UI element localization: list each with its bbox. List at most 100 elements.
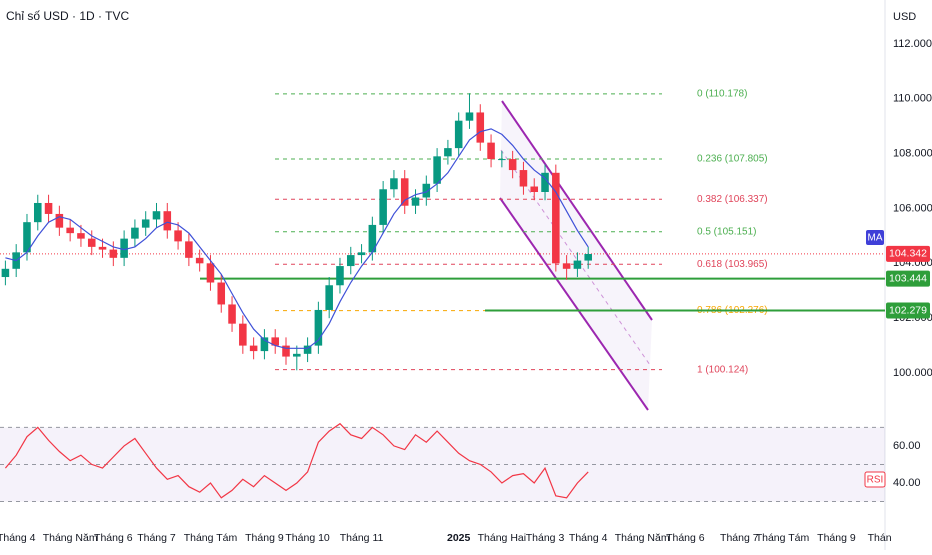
x-tick-label: Tháng 4 [0, 532, 36, 544]
candle-body [433, 156, 441, 184]
candle-body [152, 211, 161, 220]
candle-body [195, 257, 204, 264]
y-tick-label: 106.000 [893, 202, 932, 214]
candle-body [120, 238, 128, 258]
candle-body [422, 183, 431, 198]
x-tick-label: Tháng 9 [245, 532, 284, 544]
x-tick-label: Thán [868, 532, 892, 544]
rsi-tag [864, 471, 886, 488]
rsi-line [4, 422, 589, 499]
candle-body [98, 246, 107, 250]
candle-body [141, 219, 150, 228]
candle-body [530, 186, 539, 193]
candle-body [1, 268, 10, 278]
candle-body [325, 285, 333, 310]
candle-body [131, 227, 139, 239]
price-badge [886, 302, 930, 319]
y-tick-label: 110.000 [893, 93, 932, 105]
x-tick-label: Tháng Tám [756, 532, 810, 544]
candle-body [519, 170, 528, 187]
channel-lower [499, 197, 649, 411]
x-tick-label: Tháng 7 [720, 532, 759, 544]
candle-body [584, 253, 592, 261]
candle-body [55, 213, 64, 228]
candle-body [314, 309, 323, 346]
x-tick-label: Tháng Hai [478, 532, 526, 544]
candle-body [174, 230, 182, 242]
candle-body [508, 159, 517, 171]
candle-body [163, 211, 172, 231]
candle-body [66, 227, 74, 234]
x-tick-label: Tháng 6 [94, 532, 133, 544]
candle-body [228, 304, 236, 324]
ma-tag-label: MA [868, 233, 883, 244]
candle-body [411, 197, 420, 206]
candle-body [444, 148, 452, 157]
candle-body [573, 260, 582, 269]
candle-body [390, 178, 398, 190]
last-price-label: 104.342 [889, 248, 927, 260]
x-tick-label: Tháng 4 [569, 532, 608, 544]
fib-label: 0.618 (103.965) [697, 259, 768, 270]
candle-body [541, 172, 549, 193]
price-badge-label: 102.279 [889, 304, 927, 316]
candle-body [293, 353, 301, 357]
candle-body [23, 222, 31, 253]
rsi-tag-label: RSI [867, 475, 884, 486]
candle-body [346, 255, 355, 267]
candle-body [217, 282, 226, 305]
ma-line [5, 128, 589, 349]
candle-body [271, 337, 279, 346]
channel-upper [501, 100, 653, 321]
x-tick-label: Tháng Năm [43, 532, 98, 544]
rsi-tick-label: 60.00 [893, 440, 921, 452]
candle-body [87, 238, 96, 247]
currency: USD [893, 11, 916, 23]
x-tick-label: Tháng 3 [526, 532, 565, 544]
candle-body [498, 159, 506, 161]
x-tick-label: Tháng 6 [666, 532, 705, 544]
candle-body [476, 112, 485, 143]
fib-label: 1 (100.124) [697, 364, 748, 375]
channel-fill [500, 101, 652, 410]
candle-body [77, 233, 85, 239]
fib-label: 0.5 (105.151) [697, 226, 757, 237]
candle-body [303, 345, 312, 354]
x-tick-label: Tháng 7 [137, 532, 176, 544]
x-tick-label: Tháng Năm [615, 532, 670, 544]
candle-body [336, 266, 344, 286]
candle-body [400, 178, 409, 206]
price-badge [886, 270, 930, 287]
candle-body [465, 112, 474, 121]
candle-body [260, 337, 269, 352]
candle-body [109, 249, 118, 258]
y-tick-label: 108.000 [893, 148, 932, 160]
candle-body [282, 345, 290, 357]
y-tick-label: 100.000 [893, 367, 932, 379]
candle-body [206, 263, 215, 283]
x-tick-label: Tháng Tám [184, 532, 238, 544]
x-tick-label: 2025 [447, 532, 471, 544]
candle-body [562, 263, 571, 269]
candle-body [368, 224, 377, 253]
y-tick-label: 112.000 [893, 38, 932, 50]
candle-body [454, 120, 463, 149]
channel [499, 100, 653, 411]
candle-body [185, 241, 193, 258]
candle-body [44, 202, 53, 214]
fib-label: 0.236 (107.805) [697, 154, 768, 165]
price-badge [886, 245, 930, 262]
price-badge-label: 103.444 [889, 272, 927, 284]
candle-body [552, 172, 560, 264]
candle-body [33, 202, 42, 223]
x-tick-label: Tháng 10 [285, 532, 330, 544]
fib-label: 0.382 (106.337) [697, 194, 768, 205]
candle-body [357, 252, 366, 256]
rsi-tick-label: 40.00 [893, 477, 921, 489]
candle-body [487, 142, 495, 160]
fib-label: 0 (110.178) [697, 89, 747, 100]
x-tick-label: Tháng 9 [817, 532, 856, 544]
chart-title: Chỉ số USD · 1D · TVC [6, 9, 129, 23]
candle-body [379, 189, 387, 225]
